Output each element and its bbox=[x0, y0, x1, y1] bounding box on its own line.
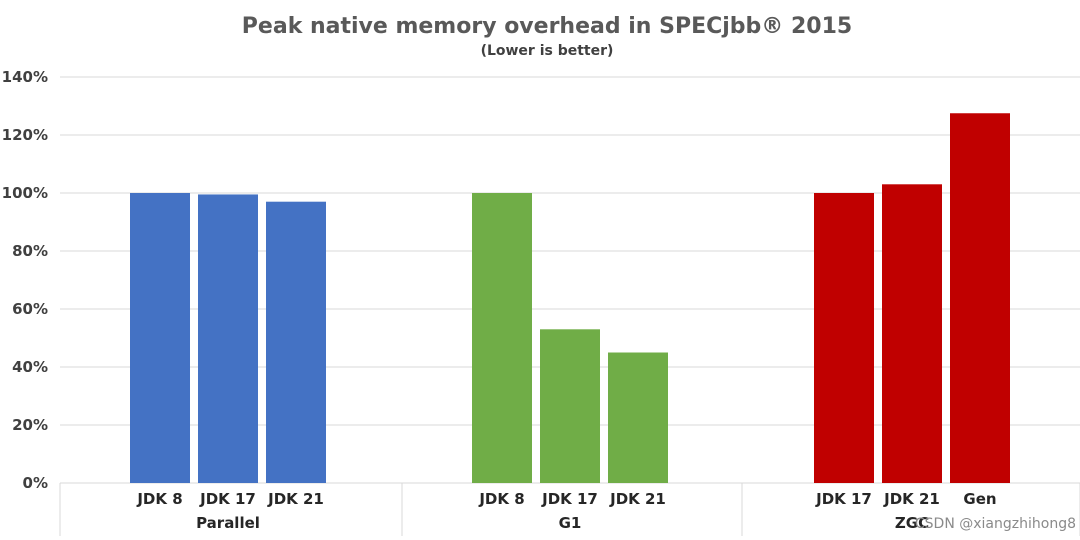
x-tick-label: JDK 17 bbox=[199, 490, 256, 508]
bars bbox=[130, 113, 1010, 484]
x-tick-label: JDK 8 bbox=[136, 490, 182, 508]
x-tick-label: JDK 17 bbox=[815, 490, 872, 508]
y-tick-label: 100% bbox=[2, 184, 48, 202]
bar-parallel-jdk-8 bbox=[130, 193, 190, 483]
x-tick-label: JDK 8 bbox=[478, 490, 524, 508]
x-tick-label: JDK 17 bbox=[541, 490, 598, 508]
group-label-parallel: Parallel bbox=[196, 514, 260, 532]
x-tick-label: JDK 21 bbox=[883, 490, 940, 508]
bar-zgc-jdk-21 bbox=[882, 184, 942, 484]
bar-parallel-jdk-17 bbox=[198, 194, 258, 483]
y-tick-label: 0% bbox=[23, 474, 48, 492]
chart-subtitle: (Lower is better) bbox=[481, 43, 614, 59]
y-tick-label: 20% bbox=[12, 416, 48, 434]
group-label-g1: G1 bbox=[559, 514, 582, 532]
x-tick-label: JDK 21 bbox=[609, 490, 666, 508]
x-axis-ticks: JDK 8 JDK 17 JDK 21 JDK 8 JDK 17 JDK 21 JDK 17… bbox=[136, 490, 996, 508]
bar-g1-jdk-21 bbox=[608, 352, 668, 483]
y-tick-label: 80% bbox=[12, 242, 48, 260]
credit-text: CSDN @xiangzhihong8 bbox=[915, 516, 1076, 532]
group-labels: Parallel G1 ZGC bbox=[196, 514, 929, 532]
y-axis-ticks: 0% 20% 40% 60% 80% 100% 120% 140% bbox=[2, 68, 48, 492]
y-tick-label: 60% bbox=[12, 300, 48, 318]
group-label-zgc: ZGC bbox=[895, 514, 929, 532]
chart-title: Peak native memory overhead in SPECjbb® … bbox=[242, 14, 852, 39]
bar-g1-jdk-17 bbox=[540, 329, 600, 483]
bar-g1-jdk-8 bbox=[472, 193, 532, 483]
y-tick-label: 120% bbox=[2, 126, 48, 144]
y-tick-label: 40% bbox=[12, 358, 48, 376]
y-tick-label: 140% bbox=[2, 68, 48, 86]
bar-parallel-jdk-21 bbox=[266, 201, 326, 483]
bar-zgc-jdk-17 bbox=[814, 193, 874, 483]
x-tick-label: Gen bbox=[963, 490, 996, 508]
x-tick-label: JDK 21 bbox=[267, 490, 324, 508]
bar-zgc-gen bbox=[950, 113, 1010, 483]
